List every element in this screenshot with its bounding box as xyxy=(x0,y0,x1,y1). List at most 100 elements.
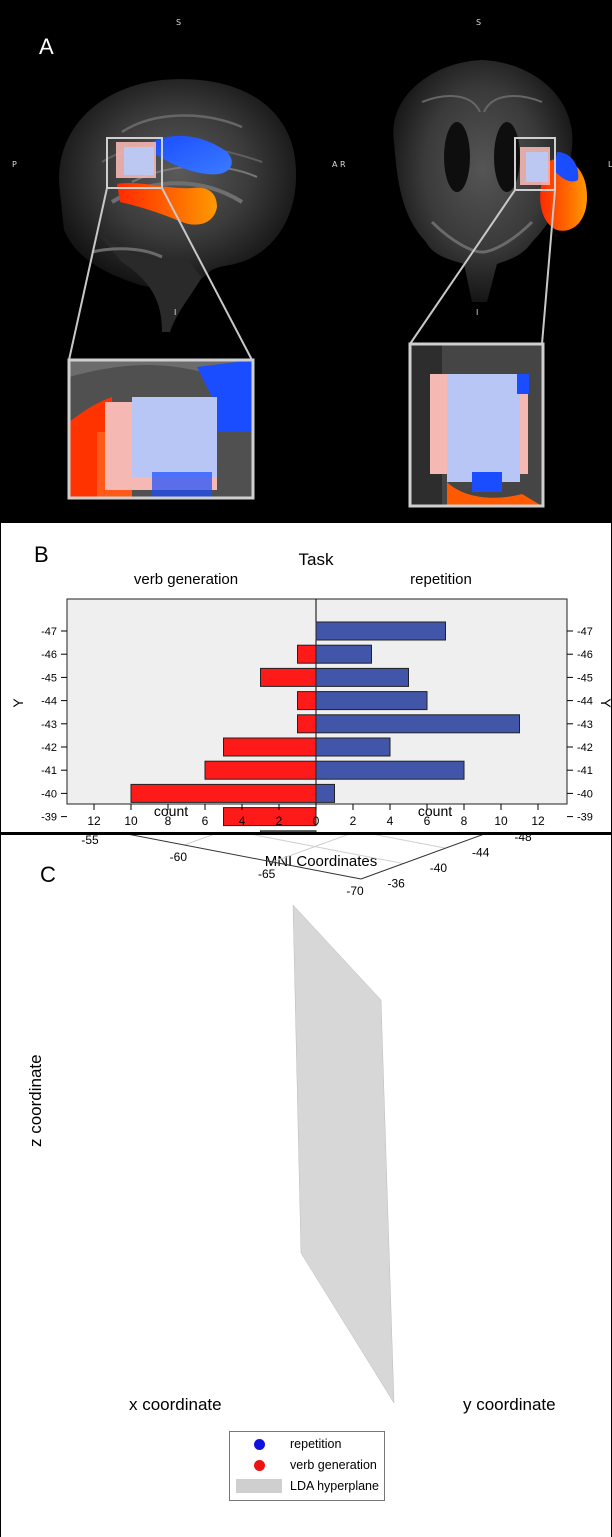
brain-mri-views xyxy=(59,60,587,508)
bar-repetition xyxy=(315,783,335,803)
y-axis-label-right: Y xyxy=(598,698,612,708)
x-label-left: count xyxy=(153,803,189,819)
y-tick-label-right: -41 xyxy=(577,765,593,777)
x-tick-label: -65 xyxy=(258,867,276,881)
bar-repetition xyxy=(315,691,428,711)
zoom-connectors xyxy=(68,187,556,361)
y-axis-line xyxy=(360,835,484,880)
legend-item-repetition: repetition xyxy=(230,1434,384,1454)
zoom-inset-sagittal xyxy=(67,358,255,500)
y-tick-label-left: -45 xyxy=(41,672,57,684)
y-tick-label: -44 xyxy=(472,845,490,859)
bar-repetition xyxy=(315,714,520,734)
x-tick-label: 12 xyxy=(87,814,101,828)
bar-repetition xyxy=(315,760,465,780)
x-tick-label: 8 xyxy=(165,814,172,828)
y-tick-label-left: -41 xyxy=(41,765,57,777)
orientation-anterior-right: A R xyxy=(332,160,346,169)
y-tick-label-left: -42 xyxy=(41,742,57,754)
coronal-brain-view xyxy=(393,60,587,302)
y-tick-label-left: -43 xyxy=(41,719,57,731)
y-axis-label: y coordinate xyxy=(463,1395,556,1414)
y-tick-label: -36 xyxy=(387,876,405,890)
panel-b-letter: B xyxy=(34,542,49,567)
orientation-inferior-left: I xyxy=(174,308,177,317)
x-tick-label: 6 xyxy=(424,814,431,828)
lda-hyperplane xyxy=(292,904,395,1404)
x-tick-label: 10 xyxy=(494,814,508,828)
x-tick-label: 10 xyxy=(124,814,138,828)
legend-label-hyperplane: LDA hyperplane xyxy=(290,1479,379,1493)
x-axis-line xyxy=(129,835,362,880)
y-tick-label-right: -40 xyxy=(577,788,593,800)
bar-verb-generation xyxy=(297,714,317,734)
y-tick-label-right: -44 xyxy=(577,696,593,708)
panel-divider xyxy=(0,832,612,835)
x-tick-label: 8 xyxy=(461,814,468,828)
bar-verb-generation xyxy=(260,667,317,687)
verb-generation-header: verb generation xyxy=(133,571,239,588)
panel-c: C MNI Coordinates -55 -60 -65 -70 -36 -40 -44-… xyxy=(0,835,612,1537)
y-tick-label-right: -42 xyxy=(577,742,593,754)
verb-generation-marker xyxy=(254,1460,265,1471)
y-tick-label-right: -39 xyxy=(577,812,593,824)
grid-line xyxy=(252,835,404,865)
x-label-right: count xyxy=(417,803,453,819)
y-tick-label-left: -47 xyxy=(41,626,57,638)
panel-a: A S P I S A R L I xyxy=(0,0,612,523)
bar-verb-generation xyxy=(204,760,317,780)
y-axis-label-left: Y xyxy=(10,698,26,708)
butterfly-bar-chart: -47 -47 -46 -46 -45 -45 -44 -44 -43 -43 -42 -42 -41 -… xyxy=(10,598,612,833)
bar-verb-generation xyxy=(297,644,317,664)
panel-c-letter: C xyxy=(40,862,56,887)
bar-repetition xyxy=(315,644,372,664)
legend-label-verb-generation: verb generation xyxy=(290,1458,377,1472)
zoom-inset-coronal xyxy=(408,342,545,508)
x-tick-label: 4 xyxy=(387,814,394,828)
y-tick-label-right: -45 xyxy=(577,672,593,684)
legend-item-hyperplane: LDA hyperplane xyxy=(230,1476,384,1496)
x-tick-label: 12 xyxy=(531,814,545,828)
orientation-superior-left: S xyxy=(176,18,182,27)
orientation-inferior-right: I xyxy=(476,308,479,317)
x-tick-label: 2 xyxy=(276,814,283,828)
z-axis-label: z coordinate xyxy=(26,1054,45,1147)
x-axis-label: x coordinate xyxy=(129,1395,222,1414)
y-tick-label-right: -46 xyxy=(577,649,593,661)
y-tick-label-left: -46 xyxy=(41,649,57,661)
orientation-superior-right: S xyxy=(476,18,482,27)
y-tick-label-right: -47 xyxy=(577,626,593,638)
bar-verb-generation xyxy=(130,783,317,803)
bar-verb-generation xyxy=(223,807,317,827)
grid-line xyxy=(272,835,349,863)
panel-a-letter: A xyxy=(39,34,54,59)
y-tick-label: -40 xyxy=(430,861,448,875)
grid-line xyxy=(374,835,446,849)
repetition-header: repetition xyxy=(410,571,472,588)
legend-label-repetition: repetition xyxy=(290,1437,342,1451)
x-tick-label: 2 xyxy=(350,814,357,828)
bar-chart-title: Task xyxy=(298,550,334,569)
bar-verb-generation xyxy=(223,737,317,757)
x-tick-label: -60 xyxy=(170,850,188,864)
y-tick-label-left: -39 xyxy=(41,812,57,824)
bar-verb-generation xyxy=(297,691,317,711)
y-tick-label-right: -43 xyxy=(577,719,593,731)
repetition-marker xyxy=(254,1439,265,1450)
bar-verb-generation xyxy=(260,830,317,833)
y-tick-label-left: -44 xyxy=(41,696,57,708)
bar-repetition xyxy=(315,667,409,687)
orientation-posterior: P xyxy=(12,160,17,169)
scatter-3d-chart: -55-60-65-70-36-40-44-483540455055 xyxy=(81,835,532,1404)
grid-line xyxy=(184,835,214,846)
panel-b: B Task verb generation repetition -47 -47… xyxy=(0,523,612,833)
orientation-left: L xyxy=(608,160,612,169)
x-tick-label: -55 xyxy=(81,835,99,847)
legend: repetition verb generation LDA hyperplan… xyxy=(229,1431,385,1501)
x-tick-label: -70 xyxy=(346,884,364,898)
bar-repetition xyxy=(315,737,391,757)
y-tick-label: -48 xyxy=(514,835,532,844)
bar-repetition xyxy=(315,621,446,641)
legend-item-verb-generation: verb generation xyxy=(230,1455,384,1475)
x-tick-label: 4 xyxy=(239,814,246,828)
